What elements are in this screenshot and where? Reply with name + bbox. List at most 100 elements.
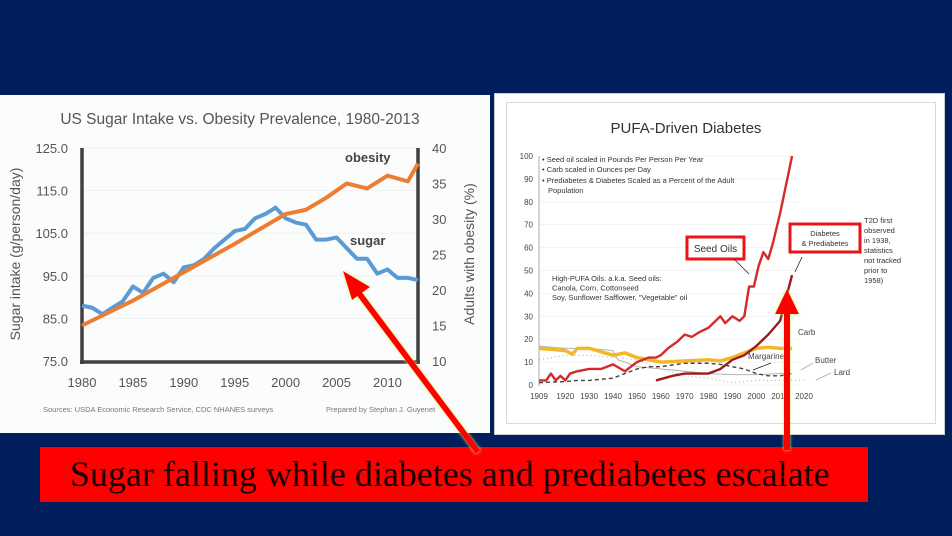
side-note-line: 1958) bbox=[864, 276, 884, 285]
x-tick-label: 1995 bbox=[220, 375, 249, 390]
obesity-series-line bbox=[81, 162, 420, 328]
x-tick-label: 2010 bbox=[771, 392, 789, 401]
x-tick-label: 1920 bbox=[556, 392, 574, 401]
x-tick-label: 1990 bbox=[169, 375, 198, 390]
y-axis-ticks: 125.0 115.0 105.0 95.0 85.0 75.0 bbox=[35, 141, 68, 369]
y2-tick-label: 10 bbox=[432, 354, 446, 369]
carb-label: Carb bbox=[798, 328, 816, 337]
x-tick-label: 1980 bbox=[700, 392, 718, 401]
lard-pointer bbox=[815, 372, 832, 381]
diabetes-label-line1: Diabetes bbox=[810, 229, 840, 238]
margarine-series-line bbox=[538, 362, 793, 384]
y-tick-label: 105.0 bbox=[35, 226, 68, 241]
side-note-line: statistics bbox=[864, 246, 893, 255]
scaling-notes: • Seed oil scaled in Pounds Per Person P… bbox=[542, 155, 735, 195]
y-tick-label: 85.0 bbox=[43, 311, 68, 326]
pufa-note-line: Soy, Sunflower Safflower, "Vegetable" oi… bbox=[552, 293, 687, 302]
y-tick-label: 30 bbox=[524, 312, 533, 321]
y-tick-label: 50 bbox=[524, 267, 533, 276]
x-tick-label: 2005 bbox=[322, 375, 351, 390]
series-group bbox=[81, 162, 420, 328]
x-axis-ticks: 1980 1985 1990 1995 2000 2005 2010 bbox=[68, 375, 402, 390]
x-axis-ticks: 1909 1920 1930 1940 1950 1960 1970 1980 1990 2000… bbox=[530, 392, 813, 401]
y-tick-label: 75.0 bbox=[43, 354, 68, 369]
x-tick-label: 1909 bbox=[530, 392, 548, 401]
y-tick-label: 100 bbox=[520, 152, 534, 161]
x-tick-label: 2020 bbox=[795, 392, 813, 401]
chart-title: PUFA-Driven Diabetes bbox=[611, 120, 762, 137]
scaling-note-continued: Population bbox=[548, 186, 583, 195]
x-tick-label: 1930 bbox=[580, 392, 598, 401]
lard-label: Lard bbox=[834, 368, 850, 377]
x-tick-label: 1960 bbox=[652, 392, 670, 401]
x-tick-label: 2010 bbox=[373, 375, 402, 390]
side-note-line: T2D first bbox=[864, 216, 893, 225]
y-tick-label: 20 bbox=[524, 335, 533, 344]
chart-title: US Sugar Intake vs. Obesity Prevalence, … bbox=[60, 111, 419, 128]
prepared-by-footer: Prepared by Stephan J. Guyenet bbox=[326, 405, 436, 414]
sugar-obesity-chart-panel: US Sugar Intake vs. Obesity Prevalence, … bbox=[0, 95, 490, 433]
y-axis-label: Sugar intake (g/person/day) bbox=[7, 168, 23, 341]
sugar-series-line bbox=[81, 205, 419, 317]
diabetes-label-box bbox=[788, 222, 862, 254]
side-note-line: in 1938, bbox=[864, 236, 891, 245]
sugar-obesity-chart: US Sugar Intake vs. Obesity Prevalence, … bbox=[7, 111, 477, 414]
butter-pointer bbox=[800, 362, 814, 371]
x-tick-label: 2000 bbox=[747, 392, 765, 401]
y-tick-label: 80 bbox=[524, 198, 533, 207]
series-group bbox=[538, 155, 804, 384]
pufa-note-line: Canola, Corn, Cottonseed bbox=[552, 284, 639, 293]
seed-oils-label: Seed Oils bbox=[694, 244, 737, 255]
y2-axis-ticks: 40 35 30 25 20 15 10 bbox=[432, 141, 446, 369]
sugar-annotation: sugar bbox=[350, 233, 385, 248]
diabetes-label-line2: & Prediabetes bbox=[801, 239, 848, 248]
x-tick-label: 1970 bbox=[676, 392, 694, 401]
diabetes-pointer bbox=[794, 256, 803, 273]
y-tick-label: 95.0 bbox=[43, 269, 68, 284]
y-tick-label: 60 bbox=[524, 244, 533, 253]
x-tick-label: 2000 bbox=[271, 375, 300, 390]
pufa-oils-note: High-PUFA Oils. a.k.a. Seed oils:Canola,… bbox=[552, 274, 687, 302]
pufa-note-line: High-PUFA Oils. a.k.a. Seed oils: bbox=[552, 274, 662, 283]
margarine-label: Margarine bbox=[748, 352, 785, 361]
x-tick-label: 1950 bbox=[628, 392, 646, 401]
side-note-line: prior to bbox=[864, 266, 887, 275]
y-tick-label: 115.0 bbox=[36, 184, 68, 199]
side-note-line: not tracked bbox=[864, 256, 901, 265]
x-tick-label: 1980 bbox=[68, 375, 97, 390]
y2-tick-label: 25 bbox=[432, 248, 446, 263]
obesity-annotation: obesity bbox=[345, 150, 391, 165]
scaling-note: • Prediabetes & Diabetes Scaled as a Per… bbox=[542, 176, 735, 185]
gridlines bbox=[82, 147, 418, 362]
seed-oils-series-line bbox=[539, 155, 794, 382]
y2-tick-label: 15 bbox=[432, 319, 446, 334]
scaling-note: • Seed oil scaled in Pounds Per Person P… bbox=[542, 155, 704, 164]
diabetes-prediabetes-series-line bbox=[655, 274, 794, 382]
y2-tick-label: 20 bbox=[432, 283, 446, 298]
y2-tick-label: 35 bbox=[432, 177, 446, 192]
y-tick-label: 0 bbox=[529, 381, 534, 390]
pufa-diabetes-chart-panel: PUFA-Driven Diabetes 100 90 80 70 60 50 40 30 20… bbox=[494, 93, 945, 435]
y-tick-label: 10 bbox=[524, 358, 533, 367]
y2-tick-label: 40 bbox=[432, 141, 446, 156]
y2-axis-label: Adults with obesity (%) bbox=[461, 183, 477, 325]
side-note-line: observed bbox=[864, 226, 895, 235]
pufa-diabetes-chart: PUFA-Driven Diabetes 1009080706050403020… bbox=[520, 120, 901, 401]
x-tick-label: 1985 bbox=[118, 375, 147, 390]
butter-label: Butter bbox=[815, 356, 837, 365]
sources-footer: Sources: USDA Economic Research Service,… bbox=[43, 405, 273, 414]
slide-caption: Sugar falling while diabetes and prediab… bbox=[40, 447, 868, 502]
y-tick-label: 40 bbox=[524, 289, 533, 298]
seed-oils-label-box bbox=[685, 235, 746, 261]
y-tick-label: 125.0 bbox=[35, 141, 68, 156]
margarine-pointer bbox=[752, 362, 772, 371]
x-tick-label: 1990 bbox=[723, 392, 741, 401]
y-tick-label: 90 bbox=[524, 175, 533, 184]
lard-series-line bbox=[538, 354, 804, 384]
y2-tick-label: 30 bbox=[432, 212, 446, 227]
x-tick-label: 1940 bbox=[604, 392, 622, 401]
seed-oils-pointer bbox=[733, 258, 750, 275]
scaling-note: • Carb scaled in Ounces per Day bbox=[542, 165, 651, 174]
